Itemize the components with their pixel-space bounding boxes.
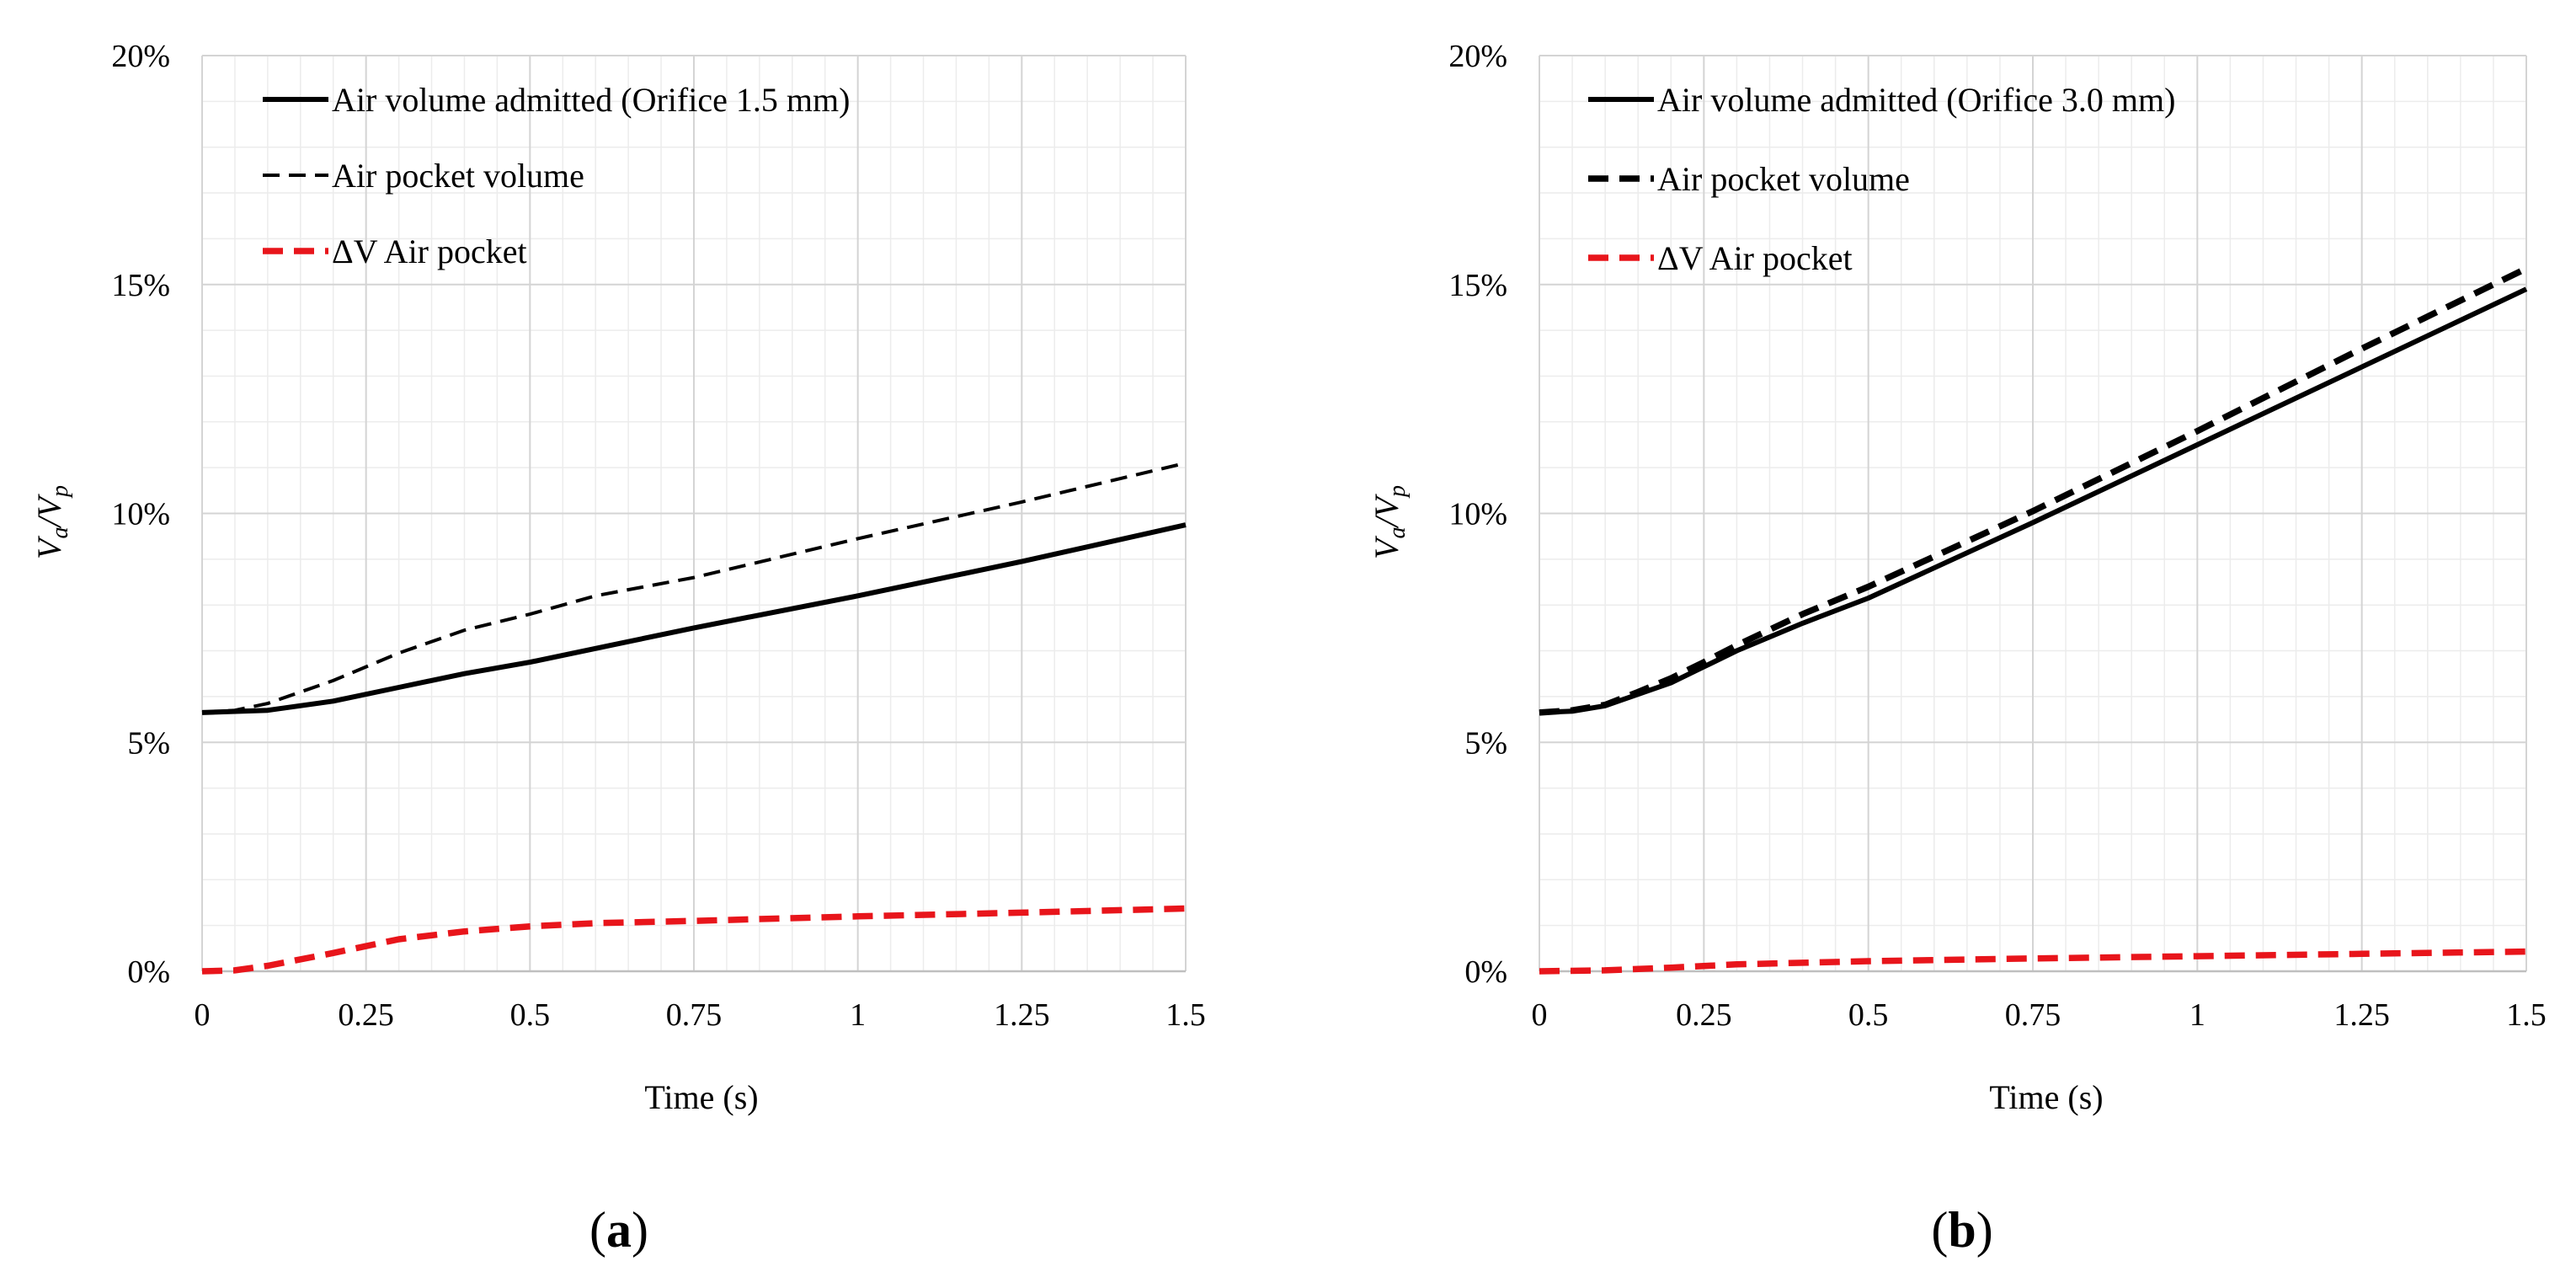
chart-b-y-tick-label: 5% (1464, 725, 1507, 761)
chart-a-y-axis-label: Va/Vp (30, 485, 73, 559)
chart-b-y-label-v: V (1368, 535, 1405, 559)
chart-a-ticks: 0 0.25 0.5 0.75 1 1.25 1.5 0% 5% 10% 15% 20% (111, 39, 1205, 1033)
chart-a-y-label-sub-a: a (47, 527, 73, 539)
chart-b-panel-letter: b (1948, 1202, 1976, 1258)
chart-b-y-tick-label: 20% (1448, 39, 1507, 74)
chart-b-series-v-air-pocket (1539, 948, 2527, 975)
chart-a-x-tick-label: 1.5 (1165, 997, 1206, 1033)
chart-a-panel-letter: a (606, 1202, 632, 1258)
chart-b: 0 0.25 0.5 0.75 1 1.25 1.5 0% 5% 10% 15% 20% Time (… (1368, 39, 2547, 1258)
chart-a-x-tick-label: 1 (850, 997, 866, 1033)
chart-b-x-tick-label: 0.75 (2005, 997, 2061, 1033)
chart-b-legend: Air volume admitted (Orifice 3.0 mm) Air … (1588, 81, 2175, 277)
chart-b-panel-label: (b) (1931, 1202, 1992, 1258)
chart-b-x-tick-label: 1.5 (2506, 997, 2547, 1033)
chart-a-y-label-sub-p: p (47, 485, 73, 499)
chart-b-x-tick-label: 0.5 (1848, 997, 1889, 1033)
chart-a-y-tick-label: 20% (111, 39, 170, 74)
chart-a-y-tick-label: 5% (127, 725, 170, 761)
chart-a-series-air-pocket-volume (201, 461, 1187, 714)
chart-a-y-tick-label: 15% (111, 268, 170, 303)
chart-a-y-tick-label: 10% (111, 497, 170, 532)
chart-a-y-label-sep: /V (30, 493, 68, 528)
chart-b-x-tick-label: 0.25 (1676, 997, 1732, 1033)
chart-b-legend-label: ΔV Air pocket (1657, 239, 1853, 277)
chart-a-grid (201, 55, 1187, 973)
chart-b-legend-label: Air pocket volume (1657, 160, 1910, 198)
chart-b-y-tick-label: 15% (1448, 268, 1507, 303)
chart-a-x-axis-label: Time (s) (644, 1078, 758, 1116)
chart-a-x-tick-label: 0.75 (666, 997, 723, 1033)
chart-b-series (1539, 265, 2528, 975)
chart-b-grid (1539, 55, 2527, 973)
chart-a-x-tick-label: 1.25 (994, 997, 1050, 1033)
chart-a-x-tick-label: 0.5 (510, 997, 551, 1033)
chart-a-legend-label: ΔV Air pocket (332, 232, 527, 270)
chart-a-legend-label: Air volume admitted (Orifice 1.5 mm) (332, 81, 850, 119)
chart-a-panel-label: (a) (589, 1202, 648, 1258)
chart-b-y-tick-label: 0% (1464, 954, 1507, 990)
chart-a-y-label-v: V (30, 535, 68, 559)
chart-a-x-tick-label: 0 (195, 997, 211, 1033)
chart-b-y-tick-label: 10% (1448, 497, 1507, 532)
chart-b-y-axis-label: Va/Vp (1368, 485, 1411, 559)
chart-b-x-tick-label: 1.25 (2333, 997, 2390, 1033)
chart-a-series-v-air-pocket (201, 905, 1187, 975)
chart-b-ticks: 0 0.25 0.5 0.75 1 1.25 1.5 0% 5% 10% 15% 20% (1448, 39, 2546, 1033)
chart-a-x-tick-label: 0.25 (338, 997, 394, 1033)
chart-b-series-air-pocket-volume (1539, 265, 2528, 716)
chart-a-series (201, 461, 1187, 975)
chart-a-legend-label: Air pocket volume (332, 157, 584, 195)
chart-b-y-label-sep: /V (1368, 493, 1405, 528)
chart-b-y-label-sub-a: a (1384, 527, 1411, 539)
chart-a-series-air-volume-admitted-orifice-1-5-mm (201, 522, 1187, 715)
chart-b-y-label-sub-p: p (1384, 485, 1411, 499)
chart-b-x-tick-label: 1 (2189, 997, 2205, 1033)
chart-a-legend: Air volume admitted (Orifice 1.5 mm) Air … (263, 81, 850, 270)
chart-b-x-axis-label: Time (s) (1989, 1078, 2103, 1116)
chart-b-x-tick-label: 0 (1532, 997, 1548, 1033)
chart-b-legend-label: Air volume admitted (Orifice 3.0 mm) (1657, 81, 2175, 119)
chart-a: 0 0.25 0.5 0.75 1 1.25 1.5 0% 5% 10% 15% 20% Time (… (30, 39, 1206, 1258)
chart-a-y-tick-label: 0% (127, 954, 170, 990)
